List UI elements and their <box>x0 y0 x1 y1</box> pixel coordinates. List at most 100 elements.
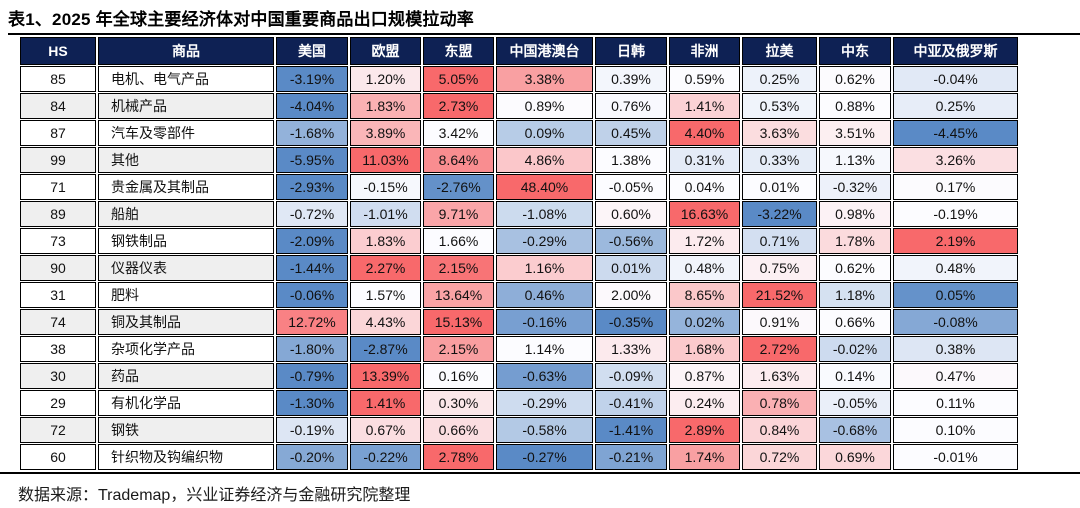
hs-code-cell: 60 <box>20 444 96 470</box>
value-cell: 4.40% <box>669 120 740 146</box>
value-cell: 1.14% <box>496 336 593 362</box>
column-header: 欧盟 <box>350 37 421 65</box>
value-cell: 0.39% <box>595 66 667 92</box>
value-cell: 3.42% <box>423 120 494 146</box>
value-cell: 0.31% <box>669 147 740 173</box>
hs-code-cell: 89 <box>20 201 96 227</box>
value-cell: 4.86% <box>496 147 593 173</box>
product-name-cell: 贵金属及其制品 <box>98 174 274 200</box>
table-row: 29 有机化学品 -1.30% 1.41% 0.30% -0.29% -0.41% 0.24%… <box>20 390 1018 416</box>
table-row: 99 其他 -5.95% 11.03% 8.64% 4.86% 1.38% 0.31% 0.33… <box>20 147 1018 173</box>
value-cell: -0.02% <box>819 336 891 362</box>
value-cell: -0.29% <box>496 390 593 416</box>
value-cell: -0.21% <box>595 444 667 470</box>
value-cell: 2.15% <box>423 336 494 362</box>
value-cell: -0.20% <box>276 444 348 470</box>
value-cell: -0.41% <box>595 390 667 416</box>
value-cell: 0.10% <box>893 417 1018 443</box>
value-cell: 0.48% <box>669 255 740 281</box>
value-cell: 0.76% <box>595 93 667 119</box>
product-name-cell: 铜及其制品 <box>98 309 274 335</box>
value-cell: 2.27% <box>350 255 421 281</box>
product-name-cell: 仪器仪表 <box>98 255 274 281</box>
value-cell: 13.64% <box>423 282 494 308</box>
value-cell: 2.15% <box>423 255 494 281</box>
value-cell: 1.66% <box>423 228 494 254</box>
hs-code-cell: 31 <box>20 282 96 308</box>
value-cell: 3.38% <box>496 66 593 92</box>
value-cell: 0.17% <box>893 174 1018 200</box>
value-cell: 3.51% <box>819 120 891 146</box>
value-cell: -1.08% <box>496 201 593 227</box>
value-cell: 1.83% <box>350 93 421 119</box>
value-cell: -0.22% <box>350 444 421 470</box>
value-cell: -2.09% <box>276 228 348 254</box>
hs-code-cell: 71 <box>20 174 96 200</box>
value-cell: 2.78% <box>423 444 494 470</box>
value-cell: -1.68% <box>276 120 348 146</box>
value-cell: 3.63% <box>742 120 817 146</box>
product-name-cell: 机械产品 <box>98 93 274 119</box>
product-name-cell: 针织物及钩编织物 <box>98 444 274 470</box>
value-cell: 5.05% <box>423 66 494 92</box>
value-cell: 0.45% <box>595 120 667 146</box>
value-cell: 0.66% <box>819 309 891 335</box>
value-cell: 9.71% <box>423 201 494 227</box>
table-row: 74 铜及其制品 12.72% 4.43% 15.13% -0.16% -0.35% 0.02… <box>20 309 1018 335</box>
value-cell: 0.09% <box>496 120 593 146</box>
value-cell: 0.89% <box>496 93 593 119</box>
value-cell: -2.76% <box>423 174 494 200</box>
value-cell: 0.25% <box>742 66 817 92</box>
hs-code-cell: 85 <box>20 66 96 92</box>
value-cell: 0.67% <box>350 417 421 443</box>
value-cell: -4.04% <box>276 93 348 119</box>
value-cell: 0.71% <box>742 228 817 254</box>
table-row: 60 针织物及钩编织物 -0.20% -0.22% 2.78% -0.27% -0.21% 1… <box>20 444 1018 470</box>
value-cell: 2.19% <box>893 228 1018 254</box>
value-cell: -1.44% <box>276 255 348 281</box>
title-divider <box>8 33 1080 35</box>
table-row: 31 肥料 -0.06% 1.57% 13.64% 0.46% 2.00% 8.65% 21.5… <box>20 282 1018 308</box>
hs-code-cell: 30 <box>20 363 96 389</box>
product-name-cell: 有机化学品 <box>98 390 274 416</box>
value-cell: -0.19% <box>893 201 1018 227</box>
value-cell: 1.18% <box>819 282 891 308</box>
value-cell: 11.03% <box>350 147 421 173</box>
value-cell: 2.73% <box>423 93 494 119</box>
table-row: 71 贵金属及其制品 -2.93% -0.15% -2.76% 48.40% -0.05% 0… <box>20 174 1018 200</box>
product-name-cell: 药品 <box>98 363 274 389</box>
export-pull-rate-table: HS 商品 美国 欧盟 东盟 中国港澳台 日韩 非洲 拉美 中东 中亚及俄罗斯 85 电机、电气产品 -… <box>18 36 1020 471</box>
value-cell: 1.20% <box>350 66 421 92</box>
value-cell: 0.87% <box>669 363 740 389</box>
value-cell: 0.48% <box>893 255 1018 281</box>
hs-code-cell: 72 <box>20 417 96 443</box>
column-header: 中亚及俄罗斯 <box>893 37 1018 65</box>
value-cell: -0.72% <box>276 201 348 227</box>
product-name-cell: 船舶 <box>98 201 274 227</box>
value-cell: 0.53% <box>742 93 817 119</box>
value-cell: 0.25% <box>893 93 1018 119</box>
value-cell: 0.62% <box>819 66 891 92</box>
value-cell: -0.35% <box>595 309 667 335</box>
column-header: 中东 <box>819 37 891 65</box>
value-cell: 1.78% <box>819 228 891 254</box>
product-name-cell: 汽车及零部件 <box>98 120 274 146</box>
hs-code-cell: 74 <box>20 309 96 335</box>
table-header: HS 商品 美国 欧盟 东盟 中国港澳台 日韩 非洲 拉美 中东 中亚及俄罗斯 <box>20 37 1018 65</box>
value-cell: 2.72% <box>742 336 817 362</box>
column-header: 拉美 <box>742 37 817 65</box>
value-cell: -0.58% <box>496 417 593 443</box>
table-row: 87 汽车及零部件 -1.68% 3.89% 3.42% 0.09% 0.45% 4.40% 3… <box>20 120 1018 146</box>
value-cell: 0.88% <box>819 93 891 119</box>
value-cell: -0.56% <box>595 228 667 254</box>
value-cell: 0.11% <box>893 390 1018 416</box>
column-header: 中国港澳台 <box>496 37 593 65</box>
data-source-note: 数据来源：Trademap，兴业证券经济与金融研究院整理 <box>18 487 411 504</box>
hs-code-cell: 87 <box>20 120 96 146</box>
value-cell: 4.43% <box>350 309 421 335</box>
value-cell: 8.65% <box>669 282 740 308</box>
value-cell: 0.30% <box>423 390 494 416</box>
header-row: HS 商品 美国 欧盟 东盟 中国港澳台 日韩 非洲 拉美 中东 中亚及俄罗斯 <box>20 37 1018 65</box>
value-cell: 3.89% <box>350 120 421 146</box>
value-cell: -1.80% <box>276 336 348 362</box>
